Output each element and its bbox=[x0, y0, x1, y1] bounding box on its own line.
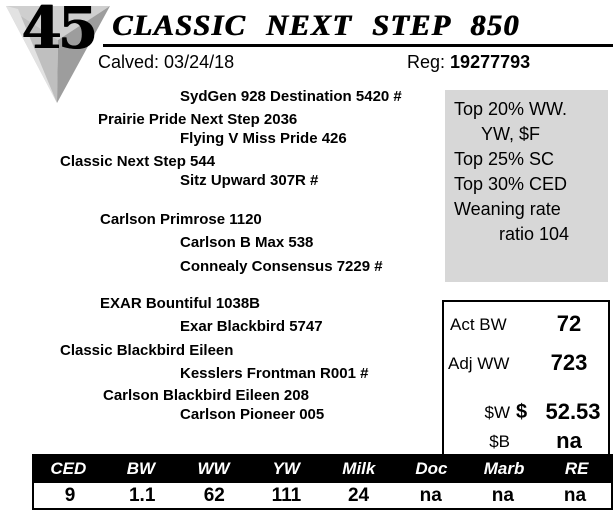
highlight-line: ratio 104 bbox=[499, 224, 570, 244]
epd-value-cell: 24 bbox=[347, 484, 370, 506]
pedigree-line: Prairie Pride Next Step 2036 bbox=[98, 111, 298, 128]
epd-header-cell: Doc bbox=[415, 458, 448, 478]
stat-value-dollar-w: 52.53 bbox=[545, 399, 601, 424]
epd-header-cell: CED bbox=[50, 458, 87, 478]
epd-value-cell: 1.1 bbox=[128, 484, 156, 506]
stat-value-dollar-b: na bbox=[556, 428, 582, 453]
epd-value-cell: 62 bbox=[203, 484, 225, 506]
stat-prefix-dollar: $ bbox=[516, 401, 528, 423]
stat-value-act-bw: 72 bbox=[556, 311, 582, 336]
stat-value-adj-ww: 723 bbox=[550, 350, 588, 375]
pedigree-line: SydGen 928 Destination 5420 # bbox=[180, 88, 402, 105]
pedigree-line: Carlson Blackbird Eileen 208 bbox=[103, 387, 309, 404]
epd-value-row: 9 1.1 62 111 24 na na na bbox=[32, 483, 613, 510]
highlight-line: Top 25% SC bbox=[454, 149, 555, 169]
epd-value-cell: na bbox=[563, 484, 587, 506]
highlights-box: Top 20% WW. YW, $F Top 25% SC Top 30% CE… bbox=[445, 90, 608, 282]
epd-value-cell: na bbox=[419, 484, 442, 506]
epd-value-cell: 111 bbox=[271, 484, 302, 506]
pedigree-line: Carlson Primrose 1120 bbox=[100, 211, 262, 228]
pedigree-line: Exar Blackbird 5747 bbox=[180, 318, 323, 335]
pedigree-line: EXAR Bountiful 1038B bbox=[100, 295, 261, 312]
reg-label: Reg: bbox=[407, 52, 446, 72]
calved-label: Calved: bbox=[98, 52, 160, 72]
pedigree-line: Classic Next Step 544 bbox=[60, 153, 216, 170]
reg-value: 19277793 bbox=[450, 52, 531, 72]
epd-header-cell: Milk bbox=[342, 458, 376, 478]
epd-header-row: CED BW WW YW Milk Doc Marb RE bbox=[32, 454, 613, 483]
epd-header-cell: RE bbox=[564, 458, 589, 478]
title-underline bbox=[103, 44, 613, 47]
animal-name-title: CLASSIC NEXT STEP 850 bbox=[112, 9, 520, 42]
epd-header-cell: BW bbox=[126, 458, 156, 478]
highlight-line: YW, $F bbox=[481, 124, 541, 144]
epd-header-cell: YW bbox=[272, 458, 300, 478]
epd-value-cell: 9 bbox=[64, 484, 76, 506]
pedigree-line: Carlson B Max 538 bbox=[180, 234, 314, 251]
pedigree-line: Flying V Miss Pride 426 bbox=[180, 130, 347, 147]
stat-label-dollar-b: $B bbox=[489, 432, 510, 451]
pedigree-line: Carlson Pioneer 005 bbox=[180, 406, 325, 423]
calved-line: Calved: 03/24/18 bbox=[98, 52, 234, 73]
highlight-line: Top 20% WW. bbox=[454, 99, 568, 119]
calved-value: 03/24/18 bbox=[164, 52, 235, 72]
highlight-line: Top 30% CED bbox=[454, 174, 568, 194]
stat-label-dollar-w: $W bbox=[484, 403, 511, 422]
reg-line: Reg: 19277793 bbox=[407, 52, 530, 73]
epd-header-cell: Marb bbox=[483, 458, 525, 478]
stat-label-act-bw: Act BW bbox=[450, 315, 507, 334]
epd-header-cell: WW bbox=[197, 458, 230, 478]
lot-number: 45 bbox=[21, 0, 98, 62]
pedigree-line: Connealy Consensus 7229 # bbox=[180, 258, 383, 275]
stats-box: Act BW 72 Adj WW 723 $W $ 52.53 $B na bbox=[442, 300, 610, 460]
epd-table: CED BW WW YW Milk Doc Marb RE 9 1.1 62 1… bbox=[32, 454, 613, 510]
pedigree-line: Sitz Upward 307R # bbox=[180, 172, 319, 189]
pedigree-line: Kesslers Frontman R001 # bbox=[180, 365, 369, 382]
epd-value-cell: na bbox=[491, 484, 514, 506]
highlight-line: Weaning rate bbox=[454, 199, 561, 219]
lot-triangle-icon bbox=[6, 6, 110, 103]
stat-label-adj-ww: Adj WW bbox=[448, 354, 510, 373]
pedigree-line: Classic Blackbird Eileen bbox=[60, 342, 234, 359]
